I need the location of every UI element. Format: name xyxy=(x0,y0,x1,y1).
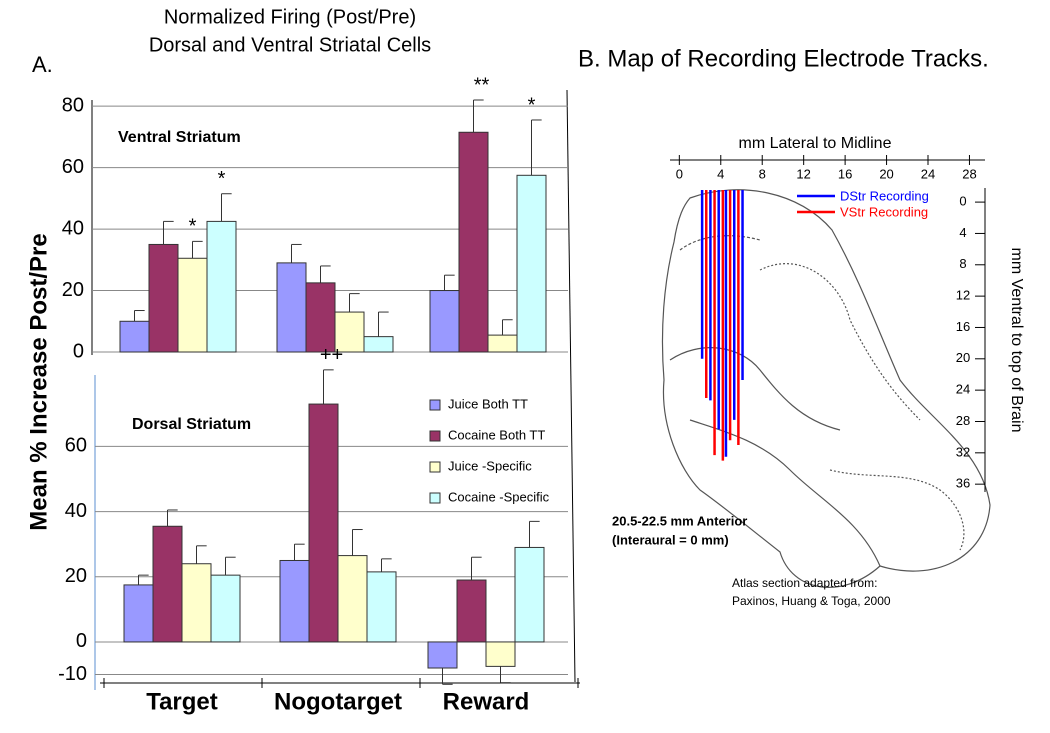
bar xyxy=(279,559,310,643)
y-tick-label: 40 xyxy=(62,217,84,239)
bar xyxy=(485,641,516,667)
legend-swatch xyxy=(429,399,441,411)
frame-line xyxy=(566,89,576,683)
x-axis-ticks xyxy=(103,678,579,688)
y-tick-label: 4 xyxy=(959,225,966,240)
y-axis-label: Mean % Increase Post/Pre xyxy=(25,233,52,530)
figure-title: Normalized Firing (Post/Pre) xyxy=(164,6,416,28)
significance-mark: * xyxy=(218,168,226,190)
brain-outline xyxy=(661,189,991,588)
x-tick-label: 16 xyxy=(838,166,852,181)
bar xyxy=(487,334,518,353)
legend-label: Juice Both TT xyxy=(448,396,528,411)
significance-mark: ++ xyxy=(320,344,343,366)
figure-subtitle: Dorsal and Ventral Striatal Cells xyxy=(149,34,431,56)
legend-label: Cocaine -Specific xyxy=(448,489,550,504)
bar xyxy=(456,579,487,643)
bar xyxy=(123,584,154,643)
chart-title: Ventral Striatum xyxy=(118,129,241,146)
bar xyxy=(363,336,394,353)
legend-swatch xyxy=(429,461,441,473)
bar xyxy=(427,641,458,669)
y-tick-label: 12 xyxy=(956,288,970,303)
x-tick-label: Reward xyxy=(443,688,530,715)
bar xyxy=(514,546,545,643)
bar xyxy=(305,282,336,353)
legend-label: DStr Recording xyxy=(840,188,929,203)
legend-label: Cocaine Both TT xyxy=(448,427,545,442)
significance-mark: * xyxy=(528,94,536,116)
significance-mark: ** xyxy=(474,74,490,96)
bar xyxy=(334,311,365,353)
bar xyxy=(366,571,397,643)
bar xyxy=(148,243,179,353)
y-tick-label: 0 xyxy=(73,340,84,362)
x-tick-label: 20 xyxy=(879,166,893,181)
x-tick-label: 4 xyxy=(717,166,724,181)
section-note: 20.5-22.5 mm Anterior xyxy=(612,513,747,528)
bar xyxy=(181,563,212,643)
y-tick-label: 16 xyxy=(956,319,970,334)
x-tick-label: Target xyxy=(146,688,218,715)
bar xyxy=(429,290,460,353)
significance-mark: * xyxy=(189,216,197,238)
y-tick-label: 20 xyxy=(62,279,84,301)
bar xyxy=(276,262,307,353)
x-axis-label: mm Lateral to Midline xyxy=(739,135,892,152)
y-axis-label: mm Ventral to top of Brain xyxy=(1008,248,1025,433)
bar xyxy=(206,220,237,353)
x-tick-label: 12 xyxy=(796,166,810,181)
y-tick-label: 0 xyxy=(76,630,87,652)
y-tick-label: 0 xyxy=(959,194,966,209)
y-tick-label: 32 xyxy=(956,444,970,459)
legend-label: VStr Recording xyxy=(840,204,928,219)
atlas-source: Paxinos, Huang & Toga, 2000 xyxy=(732,594,891,608)
y-tick-label: -10 xyxy=(58,663,87,685)
x-tick-label: 28 xyxy=(962,166,976,181)
section-note: (Interaural = 0 mm) xyxy=(612,532,729,547)
y-tick-label: 28 xyxy=(956,413,970,428)
bar xyxy=(337,555,368,643)
bar xyxy=(177,257,208,353)
y-tick-label: 36 xyxy=(956,476,970,491)
y-tick-label: 24 xyxy=(956,382,970,397)
bar xyxy=(152,525,183,643)
y-tick-label: 20 xyxy=(65,565,87,587)
x-tick-label: 0 xyxy=(676,166,683,181)
y-tick-label: 60 xyxy=(62,156,84,178)
chart-title: Dorsal Striatum xyxy=(132,416,251,433)
y-tick-label: 40 xyxy=(65,500,87,522)
bar xyxy=(119,320,150,353)
bar xyxy=(210,574,241,643)
y-tick-label: 60 xyxy=(65,435,87,457)
legend-swatch xyxy=(429,430,441,442)
legend-swatch xyxy=(429,492,441,504)
panel-label: A. xyxy=(32,52,53,77)
bar xyxy=(458,131,489,353)
x-tick-label: Nogotarget xyxy=(274,688,402,715)
y-tick-label: 20 xyxy=(956,350,970,365)
x-tick-label: 24 xyxy=(921,166,935,181)
panel-title: B. Map of Recording Electrode Tracks. xyxy=(578,45,989,72)
atlas-source: Atlas section adapted from: xyxy=(732,576,877,590)
y-tick-label: 80 xyxy=(62,94,84,116)
bar xyxy=(516,174,547,353)
legend-label: Juice -Specific xyxy=(448,458,532,473)
bar xyxy=(308,403,339,643)
x-tick-label: 8 xyxy=(759,166,766,181)
y-tick-label: 8 xyxy=(959,256,966,271)
